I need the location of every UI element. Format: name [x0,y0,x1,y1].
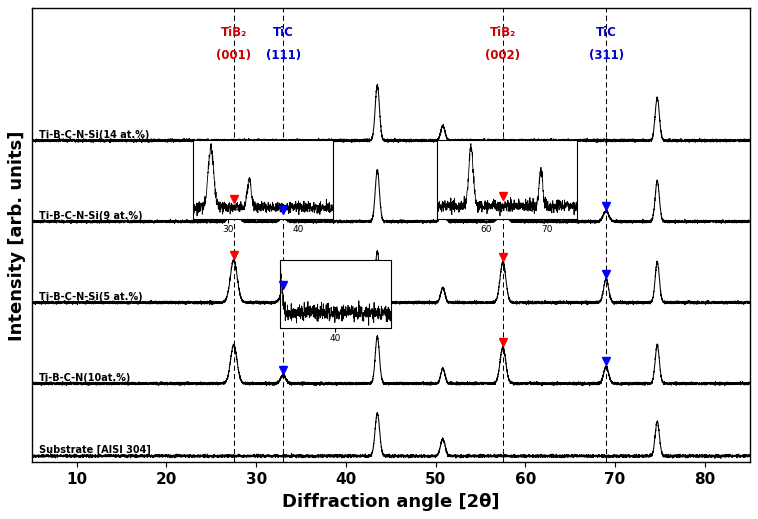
Text: Ti-B-C-N-Si(5 at.%): Ti-B-C-N-Si(5 at.%) [39,292,143,302]
Text: Ti-B-C-N-Si(14 at.%): Ti-B-C-N-Si(14 at.%) [39,130,149,140]
X-axis label: Diffraction angle [2θ]: Diffraction angle [2θ] [282,493,500,511]
Text: Ti-B-C-N(10at.%): Ti-B-C-N(10at.%) [39,373,131,383]
Y-axis label: Intensity [arb. units]: Intensity [arb. units] [8,130,27,340]
Text: (002): (002) [485,49,521,62]
Text: Substrate [AISI 304]: Substrate [AISI 304] [39,445,151,455]
Text: TiB₂: TiB₂ [490,26,516,39]
Text: (111): (111) [265,49,301,62]
Text: TiB₂: TiB₂ [221,26,247,39]
Text: (311): (311) [588,49,624,62]
Text: TiC: TiC [273,26,293,39]
Text: Ti-B-C-N-Si(9 at.%): Ti-B-C-N-Si(9 at.%) [39,211,143,221]
Text: (001): (001) [216,49,252,62]
Text: TiC: TiC [596,26,616,39]
